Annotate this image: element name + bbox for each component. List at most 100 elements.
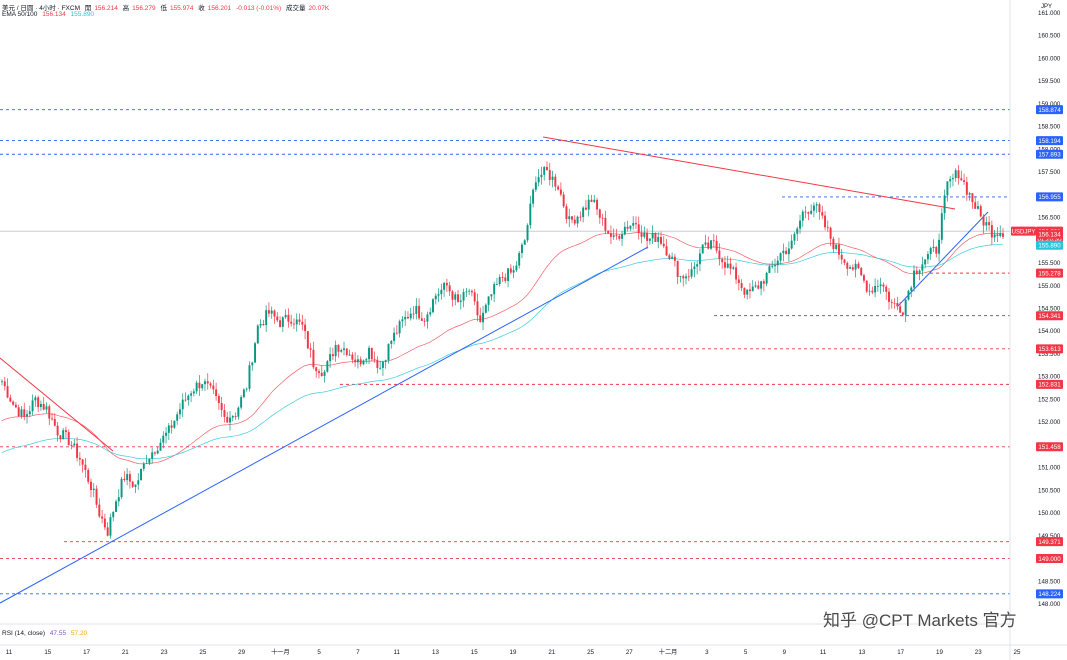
candle-body	[876, 285, 879, 287]
candle-body	[92, 488, 95, 490]
short-uptrend-line	[897, 211, 989, 307]
candle-body	[568, 216, 571, 220]
ohlc-header: 美元 / 日圆 · 4小时 · FXCM 開 156.214 高 156.279 低…	[2, 2, 332, 12]
candle-body	[701, 244, 704, 254]
candle-body	[240, 397, 243, 408]
candle-body	[604, 217, 607, 231]
candle-body	[412, 313, 415, 315]
candle-body	[971, 193, 974, 203]
price-badge	[1036, 105, 1063, 115]
candle-body	[893, 302, 896, 304]
candle-body	[590, 199, 593, 202]
price-badge	[1036, 149, 1063, 159]
candle-body	[348, 354, 351, 356]
candle-body	[921, 264, 924, 271]
candle-body	[337, 344, 340, 352]
candle-body	[237, 407, 240, 417]
candle-body	[318, 371, 320, 373]
candle-body	[710, 240, 713, 249]
candle-body	[429, 312, 432, 315]
x-tick-label: 11	[6, 649, 13, 656]
candle-body	[857, 263, 860, 269]
x-tick-label: 15	[471, 649, 478, 656]
candle-body	[646, 232, 649, 241]
price-badge	[1036, 311, 1063, 321]
candle-body	[354, 359, 357, 363]
y-tick-label: 149.500	[1038, 533, 1061, 540]
candle-body	[56, 425, 59, 436]
candle-body	[112, 511, 115, 518]
candle-body	[426, 314, 429, 322]
candle-body	[704, 242, 707, 245]
candle-body	[365, 359, 368, 361]
y-tick-label: 155.500	[1038, 260, 1061, 267]
candle-body	[84, 464, 87, 470]
candle-body	[117, 497, 120, 502]
candle-body	[373, 359, 376, 361]
candle-body	[265, 310, 268, 326]
candle-body	[6, 386, 9, 398]
x-tick-label: 23	[161, 649, 168, 656]
y-tick-label: 160.500	[1038, 33, 1061, 40]
candle-body	[779, 253, 782, 261]
candle-body	[732, 267, 735, 269]
candle-body	[181, 399, 184, 410]
candle-body	[712, 240, 715, 242]
candle-body	[832, 238, 835, 249]
y-tick-label: 154.000	[1038, 328, 1061, 335]
candle-body	[23, 409, 26, 417]
candle-body	[259, 324, 262, 326]
candle-body	[821, 212, 824, 216]
candle-body	[596, 199, 599, 210]
x-tick-label: 十一月	[271, 648, 290, 656]
candle-body	[142, 463, 145, 469]
candle-body	[548, 170, 551, 180]
uptrend-line	[0, 246, 649, 604]
ema-lines	[1, 232, 1004, 465]
candle-body	[609, 233, 612, 237]
candle-body	[946, 181, 949, 196]
candle-body	[582, 207, 585, 218]
x-tick-label: 15	[44, 649, 51, 656]
candle-body	[840, 254, 843, 260]
candle-body	[504, 277, 507, 281]
candle-body	[760, 281, 763, 289]
candle-body	[543, 167, 546, 175]
time-axis[interactable]: 11 15 17 21 23 25 29 十一月 5 7 11 13 15 19 21 25 27 十二月 3 5 9 1…	[0, 644, 1067, 656]
candle-body	[540, 174, 543, 178]
candle-body	[687, 276, 690, 278]
candle-body	[345, 348, 348, 355]
candle-body	[901, 312, 904, 315]
candle-body	[915, 270, 918, 274]
candle-body	[665, 246, 668, 256]
price-badge	[1036, 554, 1063, 564]
candle-body	[368, 347, 371, 360]
candle-body	[256, 325, 259, 344]
candle-body	[454, 294, 457, 300]
candle-body	[206, 381, 209, 384]
candle-body	[468, 290, 471, 292]
candle-body	[448, 285, 451, 292]
candle-body	[12, 401, 15, 405]
rsi-value-2: 57.20	[70, 630, 88, 637]
candle-body	[220, 403, 223, 411]
candle-body	[621, 234, 624, 239]
price-badge-label: 154.341	[1038, 313, 1061, 320]
y-tick-label: 159.500	[1038, 78, 1061, 85]
candle-body	[565, 206, 568, 220]
candle-body	[51, 418, 54, 420]
candle-body	[254, 343, 257, 363]
price-badge-label: 156.955	[1038, 194, 1061, 201]
candle-body	[896, 303, 899, 307]
candle-body	[810, 210, 813, 214]
candle-body	[64, 430, 67, 433]
candle-body	[851, 267, 854, 270]
candle-body	[28, 411, 31, 415]
candle-body	[20, 409, 23, 417]
price-badge-label: 148.224	[1038, 591, 1061, 598]
candle-body	[554, 176, 557, 187]
currency-label: JPY	[1041, 4, 1053, 10]
candle-body	[515, 265, 518, 271]
candle-body	[81, 459, 84, 465]
